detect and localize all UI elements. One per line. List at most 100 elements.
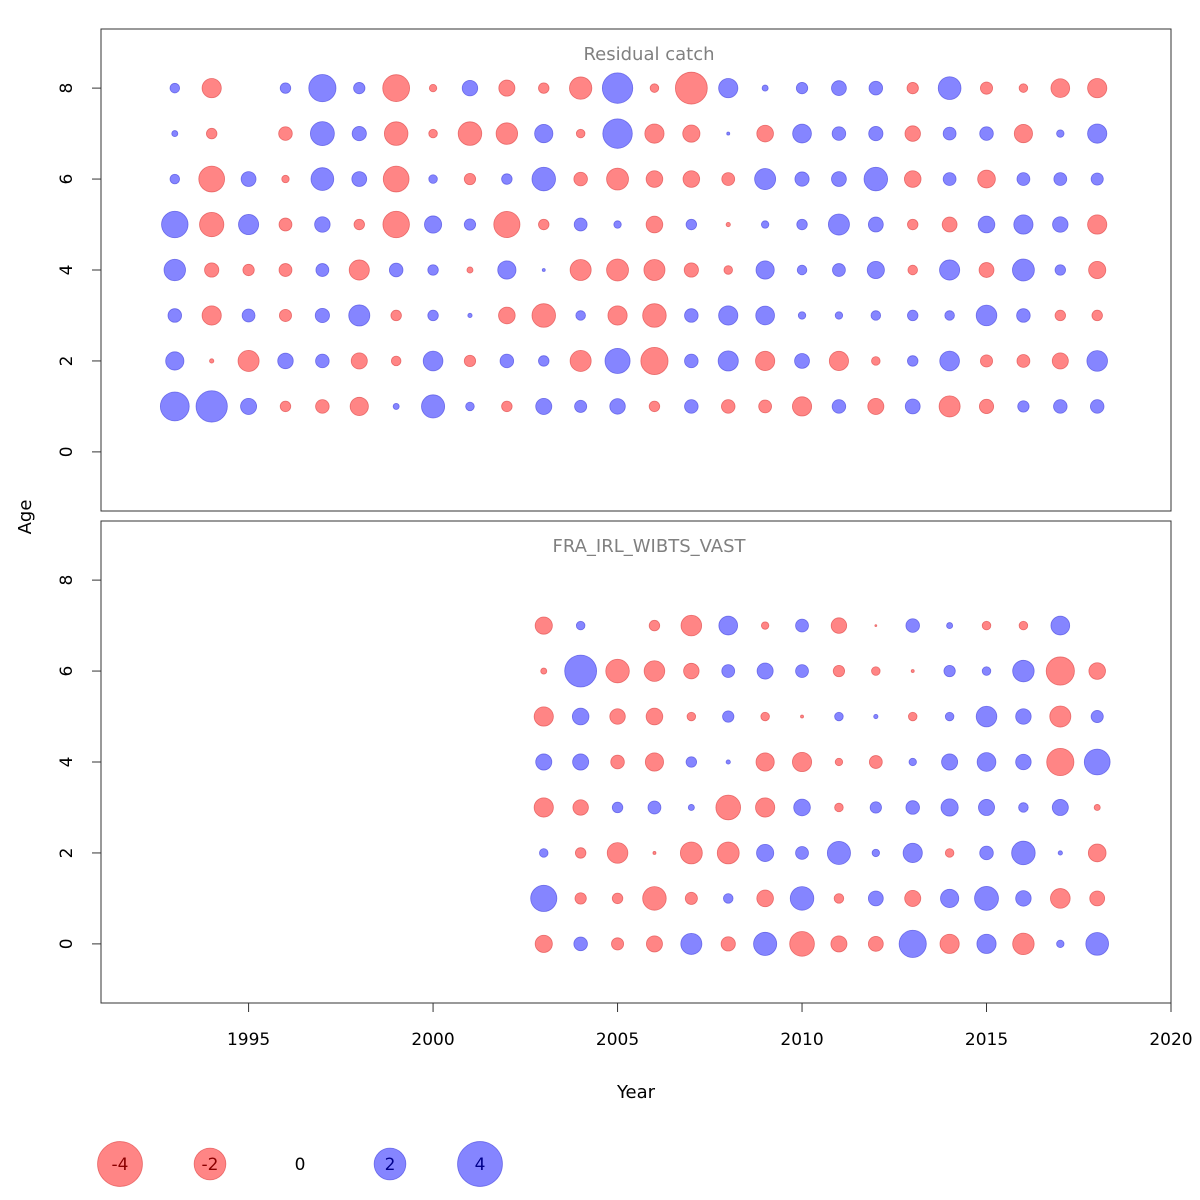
residual-bubble [604,348,631,374]
residual-bubble [793,798,811,817]
residual-bubble [831,171,847,187]
residual-bubble [643,259,666,281]
residual-bubble [569,259,592,281]
residual-bubble [716,841,740,865]
residual-bubble [645,707,664,726]
y-tick-label: 0 [57,938,77,949]
residual-bubble [682,170,701,188]
residual-bubble [832,664,846,678]
x-tick-label: 1995 [227,1030,270,1050]
residual-bubble [538,355,550,367]
legend-label: -4 [112,1155,129,1175]
residual-bubble [573,936,588,952]
residual-bubble [640,346,669,375]
residual-bubble [718,78,739,99]
residual-bubble [195,390,228,423]
y-tick-label: 8 [57,83,77,94]
residual-bubble [572,799,589,816]
residual-bubble [908,711,918,722]
residual-bubble [198,165,225,193]
residual-bubble [755,260,775,280]
residual-bubble [979,845,994,861]
residual-bubble [1045,656,1075,686]
residual-bubble [390,309,402,322]
x-tick-label: 2000 [411,1030,454,1050]
panel-2-title: FRA_IRL_WIBTS_VAST [552,536,746,557]
residual-bubble [795,82,809,95]
residual-bubble [427,264,439,276]
y-tick-label: 2 [57,848,77,859]
residual-bubble [755,797,776,818]
residual-bubble [424,215,443,234]
residual-bubble [534,934,553,953]
residual-bubble [493,211,521,239]
residual-bubble [833,893,845,904]
residual-bubble [1054,264,1066,276]
residual-bubble [279,82,292,94]
residual-bubble [1051,352,1069,370]
residual-bubble [684,353,699,369]
residual-bubble [644,123,665,144]
residual-bubble [868,80,884,96]
residual-bubble [940,888,960,908]
residual-bubble [828,350,849,371]
residual-bubble [1018,83,1029,93]
residual-bubble [569,76,593,100]
residual-bubble [800,714,804,719]
residual-bubble [721,664,736,678]
y-tick-label: 8 [57,575,77,586]
residual-bubble [201,78,222,99]
residual-bubble [975,705,998,728]
residual-bubble [353,82,366,95]
residual-bubble [723,265,733,275]
residual-bubble [1053,172,1068,186]
residual-bubble [976,752,997,772]
residual-bubble [646,935,663,953]
residual-bubble [310,167,335,191]
residual-bubble [606,167,629,191]
residual-bubble [1012,932,1035,956]
residual-bubble [206,127,218,140]
residual-bubble [789,886,815,911]
residual-bubble [1018,620,1029,631]
legend-bubble [193,1147,227,1181]
residual-bubble [685,218,698,231]
residual-bubble [834,802,844,813]
residual-bubble [278,126,293,141]
residual-bubble [534,616,553,635]
residual-bubble [1054,309,1066,322]
residual-bubble [753,931,778,956]
residual-bubble [349,396,369,416]
residual-bubble [756,124,774,143]
y-tick-label: 6 [57,174,77,185]
residual-bubble [1089,890,1106,907]
residual-bubble [613,220,622,229]
residual-bubble [904,125,921,142]
residual-bubble [645,170,664,188]
residual-bubble [761,220,770,229]
residual-bubble [792,396,813,417]
residual-bubble [794,171,810,187]
residual-bubble [867,216,884,233]
residual-bubble [830,617,848,634]
residual-bubble [868,755,883,769]
residual-bubble [535,753,553,771]
legend-bubble [373,1147,407,1181]
residual-bubble [644,752,664,772]
residual-bubble [382,210,410,239]
residual-bubble [1057,850,1063,856]
residual-bubble [874,624,878,627]
residual-bubble [209,358,215,364]
residual-bubble [871,848,880,858]
residual-bubble [535,397,553,415]
residual-bubble [686,711,697,722]
residual-bubble [241,308,256,323]
residual-bubble [564,654,598,688]
residual-bubble [1015,753,1032,771]
residual-bubble [1013,124,1033,144]
residual-bubble [1056,939,1065,949]
residual-bubble [538,82,550,94]
x-tick-label: 2010 [780,1030,823,1050]
residual-bubble [533,706,554,727]
residual-bubble [826,840,851,865]
